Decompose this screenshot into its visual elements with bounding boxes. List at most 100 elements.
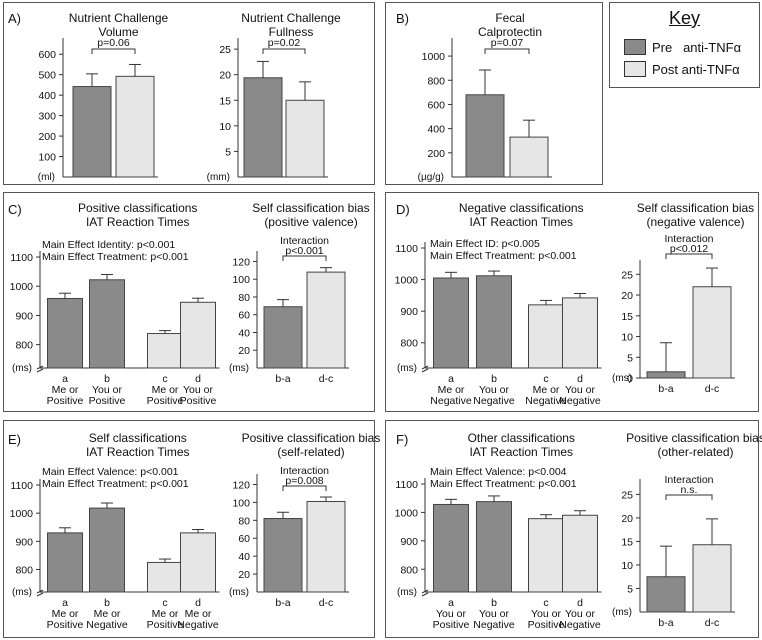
y-tick-label-F1: 1100 bbox=[395, 479, 418, 491]
legend-entry-pre: Pre anti-TNFα bbox=[624, 39, 741, 55]
bar-F1 bbox=[476, 501, 512, 593]
x-tick-label-F1: Negative bbox=[473, 619, 515, 631]
chart-title-A2: Fullness bbox=[269, 25, 314, 39]
x-tick-label-F1: Negative bbox=[559, 619, 601, 631]
main-effect-label-D1: Main Effect ID: p<0.005 bbox=[430, 238, 540, 250]
bar-A2 bbox=[285, 99, 325, 178]
bar-C1 bbox=[147, 333, 183, 369]
x-tick-label-C1: You or bbox=[183, 384, 213, 396]
x-tick-label-F1: You or bbox=[479, 608, 509, 620]
main-effect-label-F1: Main Effect Treatment: p<0.001 bbox=[430, 478, 577, 490]
x-tick-label-D1: Negative bbox=[473, 395, 515, 407]
x-tick-label-D1: Negative bbox=[525, 395, 567, 407]
x-tick-label-C1: Positive bbox=[180, 395, 217, 407]
unit-label-D1: (ms) bbox=[397, 363, 417, 374]
chart-title-F2: (other-related) bbox=[657, 445, 733, 459]
legend-swatch-pre bbox=[624, 39, 646, 55]
chart-title-D1: IAT Reaction Times bbox=[469, 215, 573, 229]
y-tick-label-A1: 300 bbox=[38, 111, 56, 123]
x-tick-label-E1: Me or bbox=[185, 608, 212, 620]
chart-title-C1: Positive classifications bbox=[78, 201, 197, 215]
chart-title-E2: (self-related) bbox=[277, 445, 344, 459]
x-tick-label-D1: Me or bbox=[438, 384, 465, 396]
main-effect-label-E1: Main Effect Treatment: p<0.001 bbox=[42, 478, 189, 490]
chart-title-E1: IAT Reaction Times bbox=[86, 445, 190, 459]
unit-label-C2: (ms) bbox=[229, 363, 249, 374]
bar-D1 bbox=[562, 297, 598, 369]
panel-label-a: A) bbox=[8, 11, 21, 26]
x-tick-label-F1: Positive bbox=[433, 619, 470, 631]
x-tick-label-F1: d bbox=[577, 597, 583, 609]
x-tick-label-D1: c bbox=[543, 373, 548, 385]
x-tick-label-E1: a bbox=[62, 597, 68, 609]
x-tick-label-E1: Positive bbox=[147, 619, 184, 631]
x-tick-label-E2: d-c bbox=[319, 597, 334, 609]
main-effect-label-C1: Main Effect Identity: p<0.001 bbox=[42, 239, 175, 251]
x-tick-label-E2: b-a bbox=[275, 597, 290, 609]
unit-label-F2: (ms) bbox=[612, 607, 632, 618]
y-tick-label-C2: 80 bbox=[238, 292, 250, 304]
legend-entry-post: Post anti-TNFα bbox=[624, 61, 740, 77]
y-tick-label-B: 200 bbox=[427, 148, 445, 160]
bar-F2 bbox=[646, 576, 686, 613]
p-value-label-D2: p<0.012 bbox=[670, 243, 708, 255]
interaction-label-D2: Interaction bbox=[664, 233, 713, 245]
unit-label-A2: (mm) bbox=[207, 172, 230, 183]
chart-title-C2: (positive valence) bbox=[264, 215, 357, 229]
y-tick-label-B: 400 bbox=[427, 124, 445, 136]
chart-title-D2: Self classification bias bbox=[637, 201, 754, 215]
unit-label-D2: (ms) bbox=[612, 373, 632, 384]
y-tick-label-E1: 1100 bbox=[10, 480, 33, 492]
y-tick-label-F2: 15 bbox=[621, 536, 633, 548]
x-tick-label-D2: b-a bbox=[658, 383, 673, 395]
y-tick-label-E2: 100 bbox=[232, 497, 250, 509]
x-tick-label-C1: c bbox=[162, 373, 167, 385]
y-tick-label-F1: 800 bbox=[400, 564, 418, 576]
x-tick-label-F2: b-a bbox=[658, 617, 673, 629]
x-tick-label-C1: Me or bbox=[52, 384, 79, 396]
axis-break-E1 bbox=[36, 589, 44, 597]
bar-C2 bbox=[263, 306, 303, 369]
bar-D1 bbox=[433, 277, 469, 369]
y-tick-label-D2: 0 bbox=[627, 373, 633, 385]
x-tick-label-E1: Negative bbox=[177, 619, 219, 631]
y-tick-label-E2: 40 bbox=[238, 551, 250, 563]
bar-C1 bbox=[47, 297, 83, 369]
bar-A1 bbox=[72, 86, 112, 178]
axis-break-C1 bbox=[36, 365, 44, 373]
chart-title-E2: Positive classification bias bbox=[242, 431, 381, 445]
bar-E1 bbox=[89, 507, 125, 593]
chart-title-B: Fecal bbox=[495, 11, 524, 25]
main-effect-label-D1: Main Effect Treatment: p<0.001 bbox=[430, 250, 577, 262]
panel-label-b: B) bbox=[396, 11, 409, 26]
y-tick-label-E1: 1000 bbox=[10, 508, 34, 520]
legend-swatch-post bbox=[624, 61, 646, 77]
x-tick-label-D2: d-c bbox=[705, 383, 720, 395]
x-tick-label-C1: Positive bbox=[89, 395, 126, 407]
bar-A1 bbox=[115, 75, 155, 178]
x-tick-label-D1: Negative bbox=[430, 395, 472, 407]
y-tick-label-C1: 900 bbox=[15, 310, 33, 322]
y-tick-label-B: 800 bbox=[427, 75, 445, 87]
x-tick-label-E1: b bbox=[104, 597, 110, 609]
y-tick-label-F2: 20 bbox=[621, 513, 633, 525]
y-tick-label-A1: 100 bbox=[38, 152, 56, 164]
bar-A2 bbox=[243, 77, 283, 178]
y-tick-label-A2: 5 bbox=[225, 146, 231, 158]
y-tick-label-C2: 40 bbox=[238, 327, 250, 339]
bar-C2 bbox=[306, 271, 346, 369]
bar-E2 bbox=[306, 501, 346, 593]
chart-title-A2: Nutrient Challenge bbox=[241, 11, 341, 25]
significance-bracket-E2 bbox=[282, 485, 327, 491]
x-tick-label-F1: b bbox=[491, 597, 497, 609]
y-tick-label-B: 1000 bbox=[422, 51, 446, 63]
main-effect-label-E1: Main Effect Valence: p<0.001 bbox=[42, 466, 179, 478]
chart-title-E1: Self classifications bbox=[89, 431, 187, 445]
y-tick-label-F2: 25 bbox=[621, 489, 633, 501]
p-value-label-A2: p=0.02 bbox=[268, 37, 301, 49]
legend-label-post: Post anti-TNFα bbox=[652, 61, 740, 77]
significance-bracket-C2 bbox=[282, 255, 327, 261]
p-value-label-F2: n.s. bbox=[681, 484, 698, 496]
y-tick-label-F2: 10 bbox=[621, 560, 633, 572]
chart-title-A1: Volume bbox=[98, 25, 138, 39]
